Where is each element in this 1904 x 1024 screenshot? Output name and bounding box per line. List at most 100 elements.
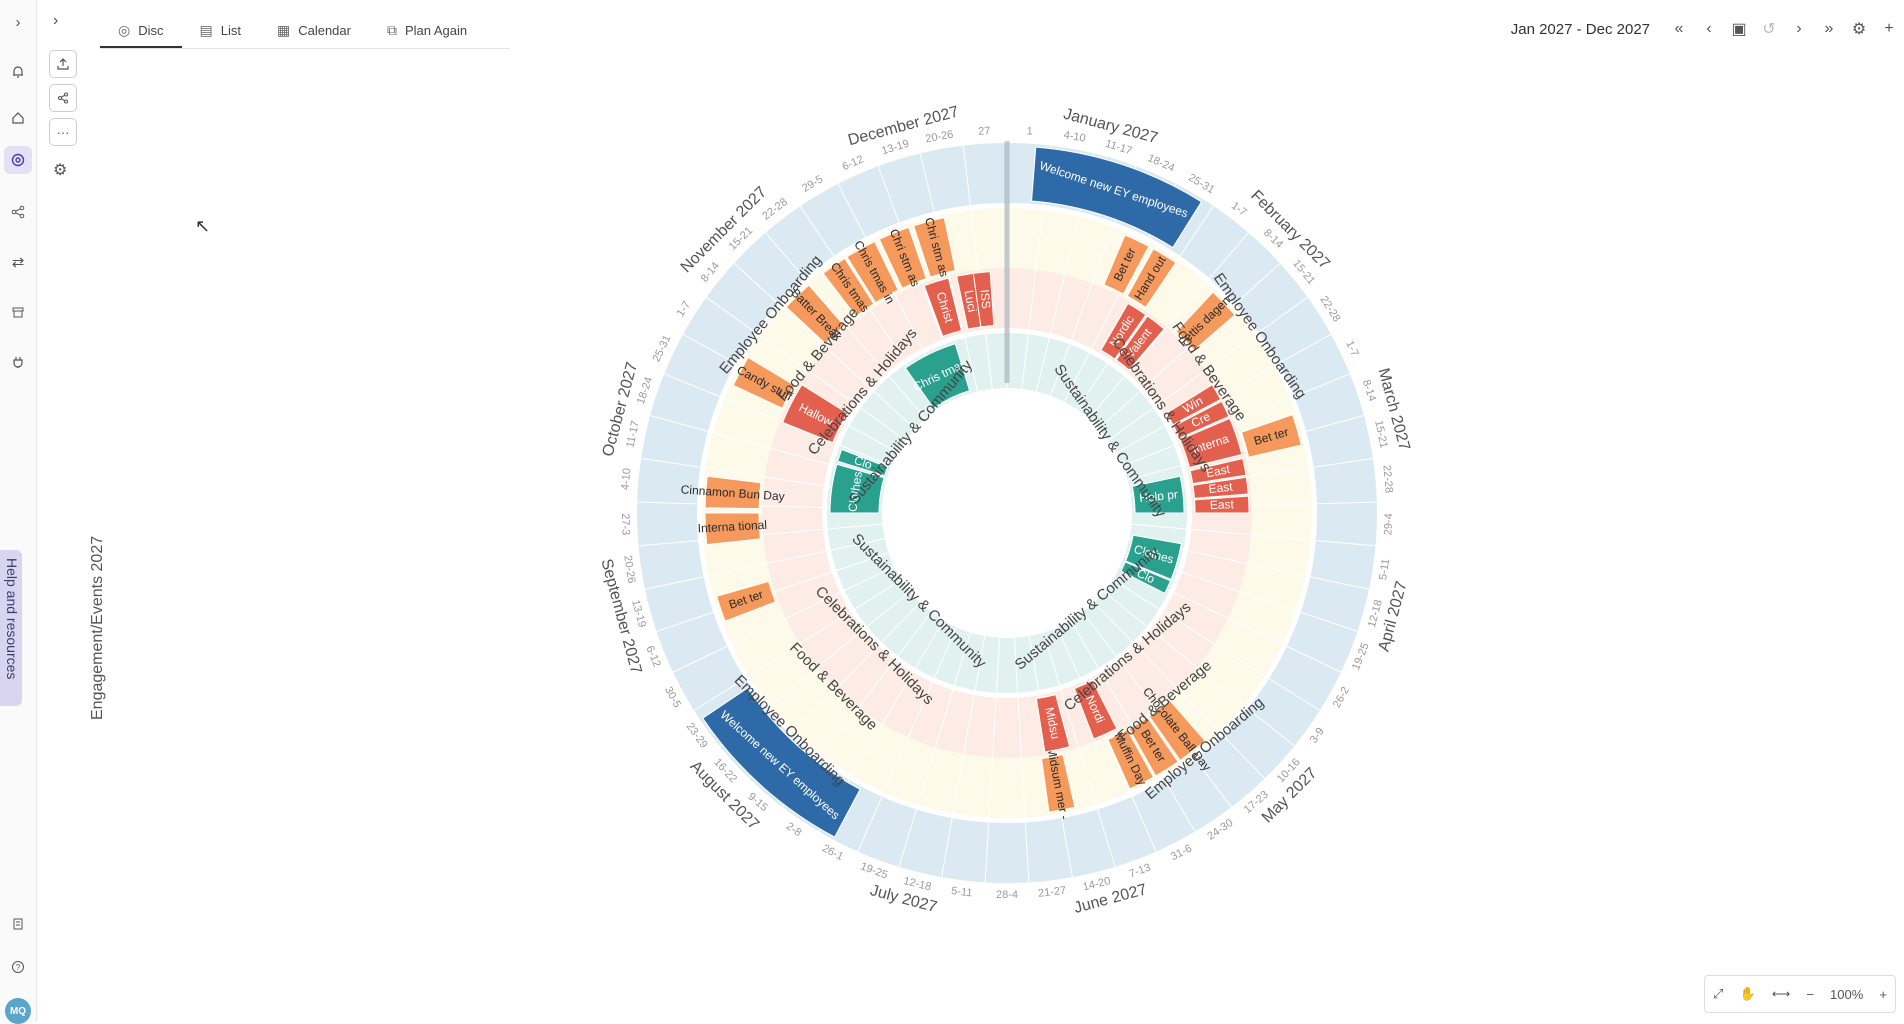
event-shape[interactable]: [1031, 146, 1203, 249]
event-shape[interactable]: [781, 384, 849, 444]
tab-list[interactable]: ▤ List: [182, 14, 259, 46]
event-shape[interactable]: [704, 512, 761, 546]
event-shape[interactable]: [913, 217, 957, 278]
event-block[interactable]: Chri stm as: [913, 216, 957, 278]
event-shape[interactable]: [1240, 414, 1302, 458]
event-block[interactable]: Clo: [1120, 561, 1172, 595]
tab-calendar[interactable]: ▦ Calendar: [259, 14, 369, 46]
archive-icon[interactable]: [4, 298, 32, 326]
event-shape[interactable]: [1194, 495, 1250, 514]
event-shape[interactable]: [829, 463, 885, 514]
add-icon[interactable]: +: [1884, 20, 1894, 37]
share-icon[interactable]: [49, 84, 77, 112]
zoom-out-icon[interactable]: −: [1806, 986, 1814, 1002]
expand-panel-icon[interactable]: ›: [53, 12, 59, 29]
event-block[interactable]: Bet ter: [1240, 414, 1302, 458]
event-block[interactable]: Cinnamon Bun Day: [680, 475, 785, 510]
event-block[interactable]: Bet ter: [716, 580, 777, 622]
week-gridline: [1070, 283, 1093, 340]
help-circle-icon[interactable]: ?: [4, 953, 32, 981]
event-block[interactable]: Midsu: [1035, 693, 1071, 753]
prev-icon[interactable]: ‹: [1706, 20, 1712, 37]
next-icon[interactable]: ›: [1796, 20, 1802, 37]
building-icon[interactable]: [4, 910, 32, 938]
event-shape[interactable]: [702, 687, 861, 838]
pan-hand-icon[interactable]: ✋: [1739, 986, 1756, 1001]
fit-screen-icon[interactable]: ⤢: [1713, 986, 1724, 1001]
event-shape[interactable]: [822, 257, 875, 317]
event-shape[interactable]: [732, 356, 796, 409]
event-shape[interactable]: [1175, 291, 1236, 352]
week-gridline: [712, 432, 771, 449]
event-block[interactable]: Clothes: [1125, 534, 1182, 580]
event-shape[interactable]: [1040, 754, 1076, 813]
event-block[interactable]: Clothes: [829, 463, 885, 514]
event-shape[interactable]: [1173, 400, 1230, 439]
help-resources-tab[interactable]: Help and resources: [0, 550, 22, 706]
week-gridline: [1173, 592, 1229, 619]
event-block[interactable]: Clo: [837, 448, 889, 477]
event-shape[interactable]: [837, 448, 889, 477]
zoom-in-icon[interactable]: +: [1879, 986, 1887, 1002]
expand-horizontal-icon[interactable]: ⟷: [1771, 986, 1791, 1001]
tab-disc[interactable]: ◎ Disc: [100, 14, 182, 48]
event-shape[interactable]: [1073, 679, 1118, 740]
event-block[interactable]: Chris tmas: [904, 343, 971, 409]
event-shape[interactable]: [1189, 457, 1247, 485]
plug-icon[interactable]: [4, 348, 32, 376]
share-network-icon[interactable]: [4, 198, 32, 226]
disc-icon[interactable]: [4, 146, 32, 174]
event-shape[interactable]: [1126, 248, 1177, 309]
reset-icon[interactable]: ↺: [1762, 21, 1776, 38]
tab-plan-again[interactable]: ⧉ Plan Again: [369, 14, 485, 46]
event-shape[interactable]: [1100, 302, 1147, 360]
event-block[interactable]: ISS: [972, 271, 995, 328]
expand-rail-icon[interactable]: ›: [15, 13, 21, 31]
event-block[interactable]: Win: [1165, 384, 1222, 426]
event-shape[interactable]: [1192, 476, 1249, 499]
event-block[interactable]: Hallow: [781, 384, 849, 444]
event-shape[interactable]: [704, 475, 762, 510]
event-shape[interactable]: [923, 277, 963, 337]
event-shape[interactable]: [1148, 699, 1206, 762]
export-icon[interactable]: [49, 50, 77, 78]
settings-icon[interactable]: ⚙: [1851, 21, 1867, 38]
event-shape[interactable]: [1165, 384, 1222, 426]
event-block[interactable]: Interna: [1179, 417, 1243, 469]
avatar[interactable]: MQ: [5, 998, 31, 1024]
event-block[interactable]: East: [1194, 495, 1250, 514]
today-calendar-icon[interactable]: ▣: [1731, 21, 1747, 38]
event-shape[interactable]: [1107, 729, 1155, 790]
event-block[interactable]: East: [1192, 476, 1249, 499]
bell-icon[interactable]: [4, 58, 32, 86]
event-shape[interactable]: [904, 343, 971, 409]
event-block[interactable]: Help pr: [1131, 475, 1185, 514]
week-gridline: [807, 281, 848, 328]
event-shape[interactable]: [878, 226, 927, 289]
date-range-label[interactable]: Jan 2027 - Dec 2027: [1510, 20, 1650, 38]
settings-icon[interactable]: ⚙: [53, 162, 68, 179]
event-shape[interactable]: [1103, 234, 1150, 295]
event-block[interactable]: Cre: [1173, 400, 1230, 439]
event-shape[interactable]: [785, 284, 846, 345]
jump-back-icon[interactable]: «: [1674, 20, 1684, 37]
event-shape[interactable]: [846, 240, 899, 304]
event-shape[interactable]: [1120, 561, 1172, 595]
event-shape[interactable]: [1179, 417, 1243, 469]
event-shape[interactable]: [1115, 315, 1165, 371]
event-block[interactable]: East: [1189, 457, 1247, 485]
jump-forward-icon[interactable]: »: [1824, 20, 1834, 37]
event-shape[interactable]: [716, 580, 777, 622]
event-block[interactable]: Interna tional: [697, 512, 767, 546]
event-block[interactable]: Christ: [923, 277, 963, 337]
more-icon[interactable]: ···: [49, 118, 77, 146]
home-icon[interactable]: [4, 104, 32, 132]
event-block[interactable]: Nordic: [1100, 302, 1147, 360]
event-shape[interactable]: [1035, 693, 1071, 753]
event-shape[interactable]: [1128, 716, 1179, 777]
event-shape[interactable]: [1131, 475, 1185, 514]
event-shape[interactable]: [972, 271, 995, 328]
event-shape[interactable]: [1125, 534, 1182, 580]
transfer-icon[interactable]: ⇄: [11, 254, 25, 271]
week-gridline: [851, 723, 883, 776]
